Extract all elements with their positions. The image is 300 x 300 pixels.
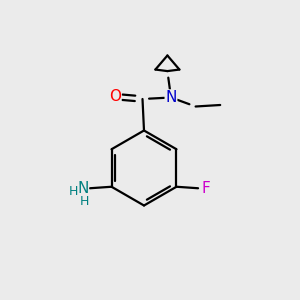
Text: N: N: [165, 90, 177, 105]
Text: O: O: [109, 89, 121, 104]
Text: F: F: [201, 181, 210, 196]
Text: H: H: [80, 195, 89, 208]
Text: H: H: [69, 185, 79, 198]
Text: N: N: [77, 181, 88, 196]
